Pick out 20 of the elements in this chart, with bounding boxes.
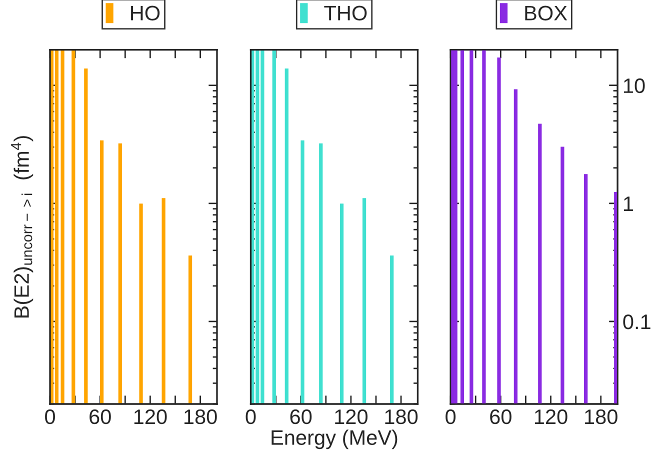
- x-tick-label: 60: [290, 409, 312, 424]
- x-tick-label: 180: [385, 409, 418, 424]
- x-tick-label: 0: [246, 409, 256, 424]
- y2-tick-label: 10: [624, 78, 645, 94]
- y-axis-title: B(E2)$_{uncorr−>i}$ (fm$^{4}$): [11, 136, 34, 318]
- x-tick-label: 180: [184, 409, 217, 424]
- x-tick-label: 0: [45, 409, 55, 424]
- x-tick-label: 180: [585, 409, 618, 424]
- x-tick-label: 60: [490, 409, 512, 424]
- x-tick-label: 120: [134, 409, 167, 424]
- legend-label: BOX: [525, 6, 568, 20]
- y2-tick-label: 1: [624, 196, 633, 211]
- legend-label: HO: [131, 6, 160, 20]
- legend-label: THO: [324, 6, 367, 20]
- x-tick-label: 0: [446, 409, 456, 424]
- x-axis-title: Energy (MeV): [272, 430, 398, 450]
- y2-tick-label: 0.1: [623, 314, 650, 330]
- x-tick-label: 120: [335, 409, 368, 424]
- x-tick-label: 60: [90, 409, 111, 424]
- x-tick-label: 120: [534, 409, 568, 424]
